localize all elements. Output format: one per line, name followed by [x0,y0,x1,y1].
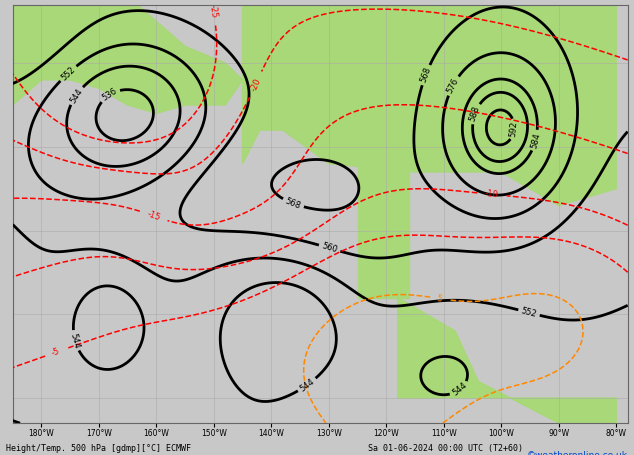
Text: 552: 552 [521,306,538,319]
Text: 592: 592 [509,121,519,137]
Polygon shape [243,0,616,206]
Text: -25: -25 [208,4,219,19]
Polygon shape [398,298,616,423]
Text: 576: 576 [445,76,461,95]
Text: 560: 560 [321,242,339,255]
Text: 568: 568 [284,196,302,211]
Text: 536: 536 [101,86,119,103]
Text: ©weatheronline.co.uk: ©weatheronline.co.uk [527,450,628,455]
Polygon shape [358,164,410,298]
Text: 588: 588 [468,105,482,123]
Text: 544: 544 [68,332,81,349]
Text: -15: -15 [146,209,162,222]
Text: -5: -5 [50,347,61,358]
Text: 544: 544 [68,86,84,105]
Text: -10: -10 [485,189,499,199]
Text: Height/Temp. 500 hPa [gdmp][°C] ECMWF: Height/Temp. 500 hPa [gdmp][°C] ECMWF [6,444,191,453]
Text: 544: 544 [298,377,316,393]
Text: Sa 01-06-2024 00:00 UTC (T2+60): Sa 01-06-2024 00:00 UTC (T2+60) [368,444,522,453]
Text: 584: 584 [529,131,542,149]
Polygon shape [13,0,243,130]
Text: 5: 5 [436,293,443,303]
Text: 544: 544 [451,381,469,398]
Text: -20: -20 [249,76,262,92]
Text: 552: 552 [60,65,77,82]
Text: 568: 568 [419,66,433,84]
